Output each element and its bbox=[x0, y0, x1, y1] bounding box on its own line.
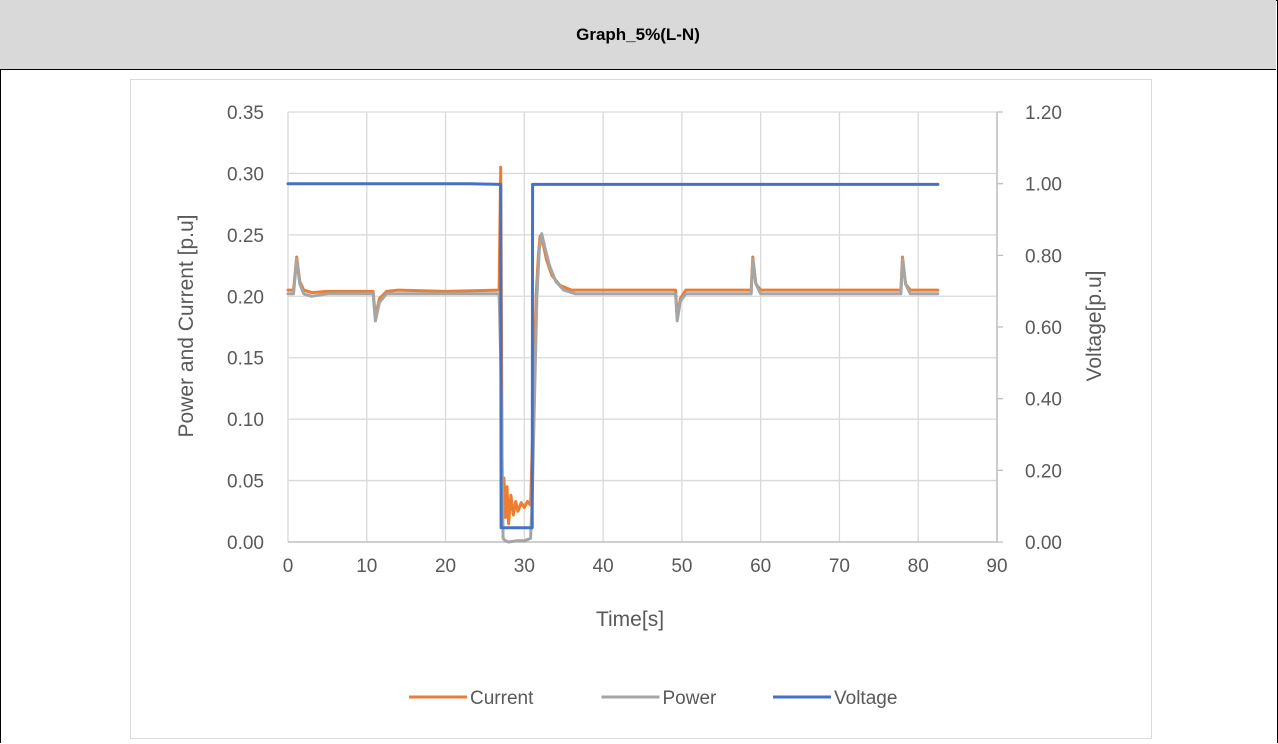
tick-labels: 0 10 20 30 40 50 60 70 80 90 0.00 0.05 0.10 0.15 0.20 0… bbox=[227, 103, 1062, 577]
axes bbox=[288, 111, 1003, 543]
x-tick-label: 80 bbox=[908, 556, 929, 577]
graph-title: Graph_5%(L-N) bbox=[576, 24, 700, 44]
y-tick-label: 0.25 bbox=[227, 226, 264, 247]
y2-tick-label: 1.20 bbox=[1025, 103, 1062, 124]
y-tick-label: 0.35 bbox=[227, 103, 264, 124]
x-tick-label: 30 bbox=[514, 556, 535, 577]
y2-tick-label: 0.80 bbox=[1025, 246, 1062, 267]
series-current-line bbox=[286, 165, 940, 526]
legend: Current Power Voltage bbox=[409, 688, 897, 709]
y2-tick-label: 0.20 bbox=[1025, 461, 1062, 482]
x-tick-label: 70 bbox=[829, 556, 850, 577]
series-power-line bbox=[286, 232, 940, 544]
y2-axis-label: Voltage[p.u] bbox=[1083, 271, 1106, 382]
series-voltage-line bbox=[286, 182, 940, 530]
x-tick-label: 20 bbox=[435, 556, 456, 577]
y-tick-label: 0.30 bbox=[227, 164, 264, 185]
x-tick-label: 10 bbox=[356, 556, 377, 577]
legend-label-voltage: Voltage bbox=[834, 688, 897, 709]
legend-label-power: Power bbox=[663, 688, 718, 709]
legend-label-current: Current bbox=[470, 688, 534, 709]
x-tick-label: 0 bbox=[283, 556, 294, 577]
x-axis-label: Time[s] bbox=[596, 608, 664, 631]
x-tick-label: 90 bbox=[986, 556, 1007, 577]
y2-tick-label: 0.00 bbox=[1025, 533, 1062, 554]
y-tick-label: 0.20 bbox=[227, 287, 264, 308]
y-tick-label: 0.15 bbox=[227, 349, 264, 370]
report-header: Graph_5%(L-N) bbox=[0, 0, 1276, 70]
grid-lines bbox=[287, 111, 998, 542]
y-tick-label: 0.10 bbox=[227, 410, 264, 431]
y-axis-label: Power and Current [p.u] bbox=[175, 215, 198, 438]
line-chart: 0 10 20 30 40 50 60 70 80 90 0.00 0.05 0.10 0.15 0.20 0… bbox=[175, 103, 1106, 709]
series-lines bbox=[286, 165, 940, 544]
y2-tick-label: 0.60 bbox=[1025, 318, 1062, 339]
y2-tick-label: 1.00 bbox=[1025, 175, 1062, 196]
y2-tick-label: 0.40 bbox=[1025, 390, 1062, 411]
x-tick-label: 40 bbox=[593, 556, 614, 577]
y-tick-label: 0.00 bbox=[227, 533, 264, 554]
chart-container: 0 10 20 30 40 50 60 70 80 90 0.00 0.05 0.10 0.15 0.20 0… bbox=[130, 79, 1152, 739]
y-tick-label: 0.05 bbox=[227, 472, 264, 493]
x-tick-label: 50 bbox=[671, 556, 692, 577]
x-tick-label: 60 bbox=[750, 556, 771, 577]
